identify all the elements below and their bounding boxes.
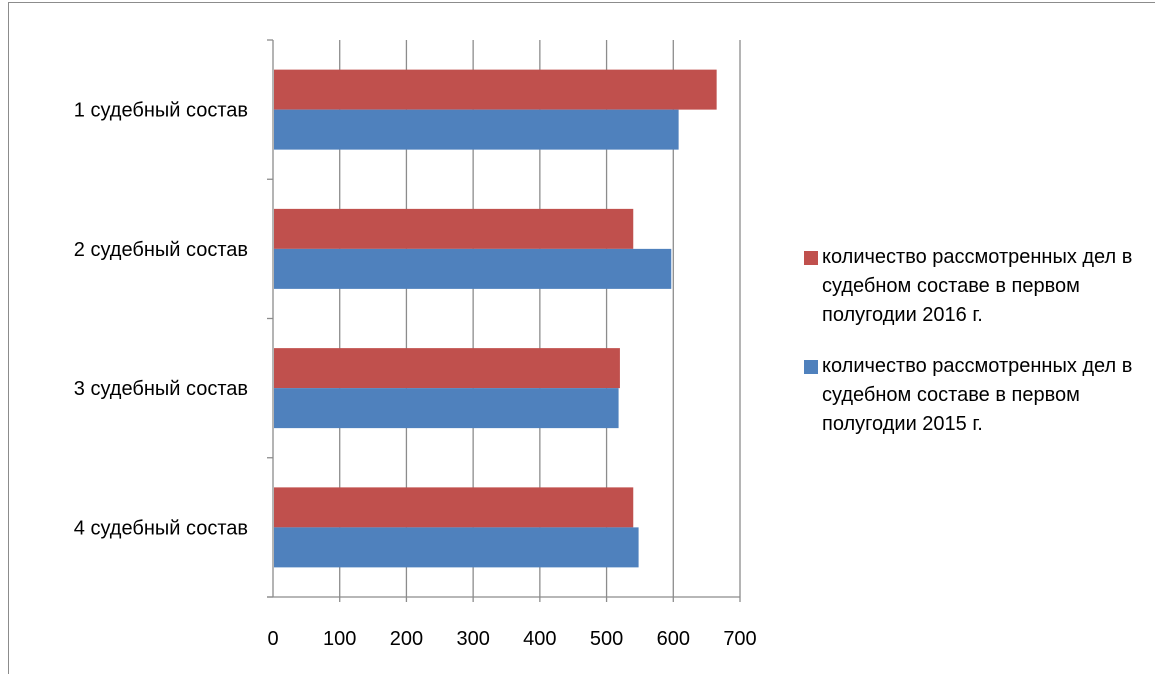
bars — [274, 69, 717, 568]
x-tick-label: 300 — [456, 628, 489, 650]
legend: количество рассмотренных дел в судебном … — [804, 243, 1144, 461]
chart-frame — [8, 2, 1155, 674]
legend-swatch-2016 — [804, 251, 818, 265]
bar-series0-cat4 — [274, 487, 634, 528]
legend-item-2016: количество рассмотренных дел в судебном … — [804, 243, 1144, 330]
legend-label-2016: количество рассмотренных дел в судебном … — [822, 246, 1133, 326]
x-tick-label: 100 — [323, 628, 356, 650]
legend-swatch-2015 — [804, 360, 818, 374]
bar-series0-cat2 — [274, 208, 634, 249]
legend-label-2015: количество рассмотренных дел в судебном … — [822, 355, 1133, 435]
bar-series0-cat3 — [274, 348, 620, 389]
category-label: 1 судебный состав — [74, 100, 248, 122]
category-label: 2 судебный состав — [74, 239, 248, 261]
x-tick-label: 600 — [657, 628, 690, 650]
x-tick-label: 0 — [267, 628, 278, 650]
bar-series0-cat1 — [274, 69, 717, 110]
legend-item-2015: количество рассмотренных дел в судебном … — [804, 352, 1144, 439]
category-label: 4 судебный состав — [74, 517, 248, 539]
axes — [267, 39, 740, 598]
x-tick-label: 500 — [590, 628, 623, 650]
category-label: 3 судебный состав — [74, 378, 248, 400]
axis-labels: 0 100 200 300 400 500 600 700 1 судебный состав 2… — [74, 100, 757, 650]
bar-series1-cat2 — [274, 248, 672, 289]
x-tick-label: 200 — [390, 628, 423, 650]
x-tick-label: 400 — [523, 628, 556, 650]
bar-series1-cat3 — [274, 388, 619, 429]
x-tick-label: 700 — [723, 628, 756, 650]
bar-series1-cat4 — [274, 527, 639, 568]
bar-series1-cat1 — [274, 109, 679, 150]
